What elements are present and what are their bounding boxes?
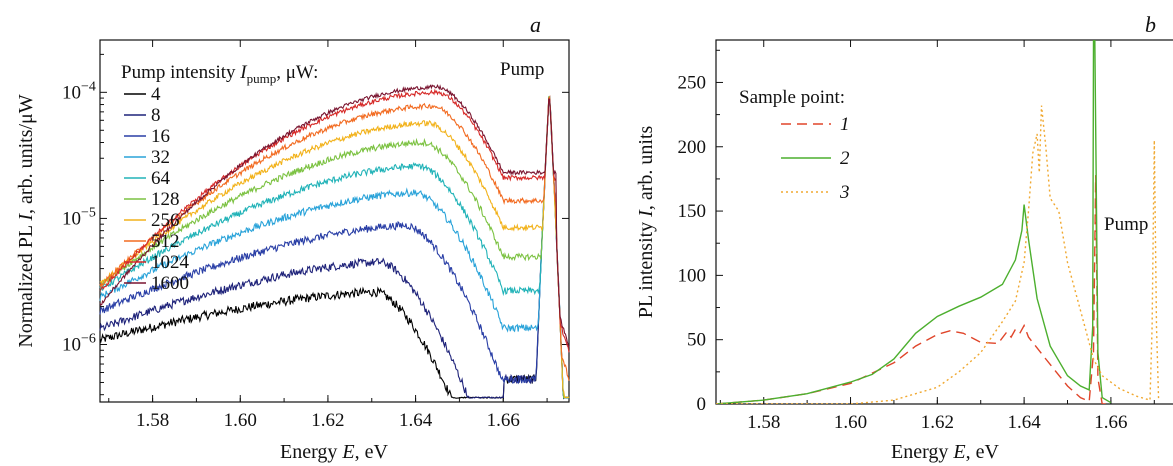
xlabel-b-part-1: Energy [891,441,953,463]
panel-a: a 1.58 1.60 1.62 1.64 1.66 10−6 10−5 10−4 Pump … [15,12,570,463]
legend-label-1024: 1024 [151,252,190,273]
legend-label-512: 512 [151,231,180,252]
panel-a-legend-title: Pump intensity Ipump, μW: [121,62,318,86]
series-line-3 [716,105,1160,404]
legend-label-16: 16 [151,126,170,147]
ylabel-a-italic: I [15,213,37,222]
xlabel-a-part-1: Energy [280,441,342,463]
panel-b-axes: 1.58 1.60 1.62 1.64 1.66 0 50 100 150 200 250 [678,40,1155,433]
y-tick-label: 10−5 [62,205,96,229]
y-tick-label: 10−6 [62,332,96,356]
legend-label-8: 8 [151,105,161,126]
ylabel-b-italic: I [635,209,657,218]
legend-label-64: 64 [151,168,171,189]
xlabel-a-italic: E [341,441,354,463]
x-tick-label: 1.60 [224,410,257,431]
panel-a-series-group [99,83,570,400]
x-tick-label: 1.58 [136,410,169,431]
panel-a-pump-annotation: Pump [500,59,544,80]
panel-b-pump-annotation: Pump [1104,214,1148,235]
panel-b-label: b [1145,12,1156,37]
series-line-1024 [99,88,570,353]
ylabel-a-part-2: , arb. units/μW [15,94,37,214]
panel-a-y-axis-label: Normalized PL I, arb. units/μW [15,94,37,347]
legend-title-part-2: , μW: [276,62,318,83]
x-tick-label: 1.62 [311,410,344,431]
legend-title-italic-i: I [239,62,248,83]
y-tick-label: 200 [678,137,707,158]
panel-a-label: a [530,12,541,37]
y-tick-label: 150 [678,201,707,222]
series-line-1 [716,175,1111,404]
x-tick-label: 1.58 [747,412,780,433]
x-tick-label: 1.66 [1094,412,1127,433]
series-line-256 [99,97,570,399]
y-tick-label: 10−4 [62,79,96,103]
x-tick-label: 1.60 [834,412,867,433]
panel-a-x-axis-label: Energy E, eV [280,441,389,463]
y-tick-label: 250 [678,72,707,93]
panel-b: b 1.58 1.60 1.62 1.64 1.66 0 50 100 150 200 250 Sa… [635,12,1173,463]
series-line-16 [99,95,570,399]
panel-b-legend: Sample point: 1 2 3 [739,87,850,203]
ylabel-b-part-1: PL intensity [635,217,657,318]
x-tick-label: 1.66 [487,410,520,431]
legend-label-1600: 1600 [151,273,189,294]
legend-label-128: 128 [151,189,180,210]
y-tick-label: 0 [697,394,707,415]
legend-title-part-1: Pump intensity [121,62,240,83]
panel-a-plot-frame [99,39,570,403]
panel-a-axes: 1.58 1.60 1.62 1.64 1.66 10−6 10−5 10−4 [62,40,569,431]
series-line-2 [716,40,1112,404]
xlabel-b-italic: E [952,441,965,463]
legend-title-subscript: pump [247,71,277,86]
panel-b-plot-frame [715,39,1173,405]
series-line-1600 [99,83,570,348]
legend-label-2: 2 [840,148,850,169]
x-tick-label: 1.64 [1007,412,1041,433]
series-line-32 [99,96,570,399]
series-line-64 [99,97,570,399]
legend-label-1: 1 [840,114,850,135]
y-tick-label: 50 [687,330,706,351]
panel-b-x-axis-label: Energy E, eV [891,441,1000,463]
legend-label-32: 32 [151,147,170,168]
ylabel-b-part-2: , arb. units [635,125,657,210]
series-line-8 [99,96,570,400]
x-tick-label: 1.64 [399,410,433,431]
legend-label-256: 256 [151,210,180,231]
y-tick-label: 100 [678,265,707,286]
xlabel-b-part-2: , eV [966,441,1000,463]
legend-label-4: 4 [151,84,161,105]
ylabel-a-part-1: Normalized PL [15,221,37,348]
series-line-128 [99,95,570,399]
panel-b-legend-title: Sample point: [739,87,845,108]
legend-label-3: 3 [839,182,850,203]
xlabel-a-part-2: , eV [355,441,389,463]
panel-b-y-axis-label: PL intensity I, arb. units [635,125,657,318]
panel-b-series-group [716,40,1160,404]
x-tick-label: 1.62 [921,412,954,433]
panel-a-legend: Pump intensity Ipump, μW: 48163264128256… [121,62,318,294]
